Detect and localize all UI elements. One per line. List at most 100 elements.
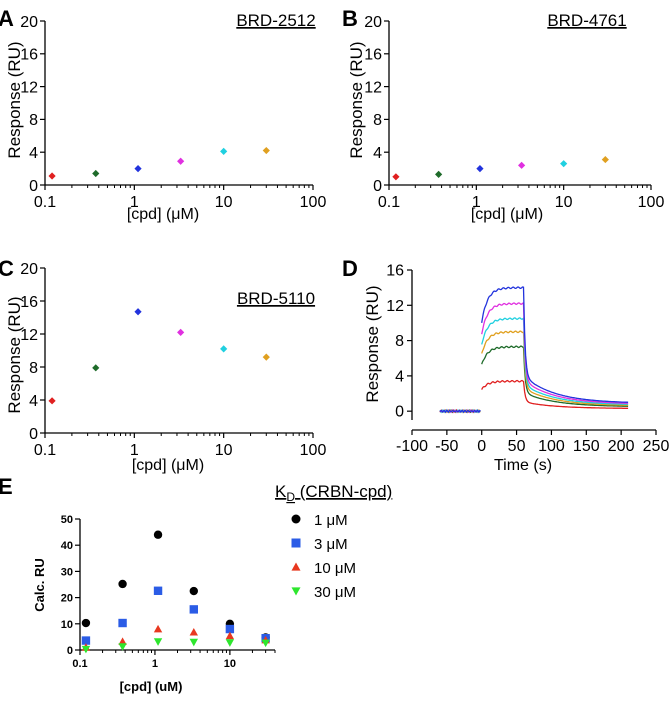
y-tick-label: 12 — [20, 79, 38, 96]
x-axis-label-b: [cpd] (μM) — [471, 206, 543, 223]
y-tick-label: 20 — [364, 14, 382, 31]
x-axis-label-e: [cpd] (uM) — [120, 679, 183, 694]
compound-label-c: BRD-5110 — [237, 289, 315, 308]
y-tick-label: 0 — [395, 404, 404, 421]
y-axis-label-e: Calc. RU — [32, 558, 47, 611]
x-tick-label: 1 — [130, 442, 139, 459]
y-tick-label: 40 — [61, 540, 73, 552]
y-tick-label: 16 — [20, 294, 38, 311]
data-point — [81, 636, 91, 645]
legend-e: 1 μM 3 μM 10 μM 30 μM — [291, 512, 356, 601]
data-point — [134, 165, 142, 173]
data-point — [435, 170, 443, 178]
data-point — [153, 530, 163, 539]
data-point — [262, 353, 270, 361]
legend-title-main: K — [275, 482, 287, 501]
x-tick-label: 150 — [573, 438, 600, 455]
y-tick-label: 8 — [395, 333, 404, 350]
x-axis-label-d: Time (s) — [494, 457, 552, 474]
y-axis-label-b: Response (RU) — [347, 41, 366, 158]
x-tick-label: 0.1 — [72, 658, 87, 670]
data-point — [48, 397, 56, 405]
legend-title-rest: (CRBN-cpd) — [295, 482, 392, 501]
y-tick-label: 0 — [29, 178, 38, 195]
data-point — [118, 579, 127, 589]
y-tick-label: 16 — [364, 47, 382, 64]
sensorgram-line — [439, 286, 629, 414]
y-axis-label-a: Response (RU) — [5, 41, 24, 158]
x-tick-label: 1 — [152, 658, 158, 670]
y-tick-label: 12 — [386, 298, 404, 315]
y-tick-label: 4 — [395, 368, 404, 385]
x-tick-label: 100 — [638, 194, 665, 211]
panel-letter-d: D — [342, 256, 358, 281]
x-tick-label: 10 — [215, 442, 233, 459]
plot-c: 0 4 8 12 16 20 0.1 1 10 100 — [20, 261, 326, 459]
panel-letter-e: E — [0, 474, 13, 499]
x-tick-label: -50 — [435, 438, 458, 455]
x-tick-label: 10 — [215, 194, 233, 211]
x-tick-label: 100 — [538, 438, 565, 455]
y-tick-label: 8 — [373, 112, 382, 129]
y-tick-label: 0 — [67, 645, 73, 657]
x-tick-label: 0.1 — [34, 442, 56, 459]
legend-marker — [291, 538, 301, 548]
x-tick-label: 1 — [472, 194, 481, 211]
x-tick-label: 100 — [300, 442, 327, 459]
data-point — [189, 627, 198, 636]
data-point — [601, 155, 609, 164]
sensorgram-line — [439, 316, 629, 414]
panel-b: B BRD-4761 0 4 8 12 16 20 0.1 1 10 100 [cpd] (μM)… — [342, 6, 664, 223]
data-point — [261, 639, 270, 648]
data-point — [92, 364, 100, 372]
data-point — [153, 624, 163, 633]
x-tick-label: -100 — [396, 438, 428, 455]
y-tick-label: 10 — [61, 619, 73, 631]
y-tick-label: 20 — [20, 14, 38, 31]
y-tick-label: 50 — [61, 514, 73, 526]
y-tick-label: 4 — [373, 145, 382, 162]
data-point — [81, 618, 91, 628]
sensorgram-line — [439, 301, 629, 414]
data-point — [262, 146, 270, 155]
data-point — [153, 586, 163, 595]
y-axis-label-d: Response (RU) — [363, 285, 382, 402]
data-point — [189, 638, 198, 647]
y-tick-label: 20 — [61, 593, 73, 605]
panel-d: D 0 4 8 12 16 -100 -50 0 50 100 150 200 250 Time (s)… — [342, 256, 669, 474]
y-tick-label: 0 — [29, 426, 38, 443]
panel-letter-c: C — [0, 256, 14, 281]
x-tick-label: 1 — [130, 194, 139, 211]
x-tick-label: 10 — [555, 194, 573, 211]
x-tick-label: 0 — [477, 438, 486, 455]
data-point — [220, 345, 228, 353]
data-point — [177, 328, 185, 336]
x-tick-label: 0.1 — [34, 194, 56, 211]
y-tick-label: 30 — [61, 566, 73, 578]
data-point — [81, 645, 91, 654]
data-point — [153, 638, 163, 646]
data-point — [392, 173, 400, 181]
x-tick-label: 0.1 — [378, 194, 400, 211]
plot-e: 0 10 20 30 40 50 0.1 1 10 — [61, 514, 276, 670]
data-point — [92, 169, 100, 178]
legend-label: 10 μM — [314, 560, 356, 577]
y-axis-label-c: Response (RU) — [5, 296, 24, 413]
legend-label: 1 μM — [314, 512, 348, 529]
y-tick-label: 4 — [29, 145, 38, 162]
y-tick-label: 16 — [386, 263, 404, 280]
legend-marker — [291, 514, 301, 524]
panel-c: C BRD-5110 0 4 8 12 16 20 0.1 1 10 100 [cpd] (μM)… — [0, 256, 326, 474]
x-tick-label: 100 — [300, 194, 327, 211]
data-point — [225, 639, 235, 647]
plot-d: 0 4 8 12 16 -100 -50 0 50 100 150 200 250 — [386, 263, 669, 456]
data-point — [189, 605, 198, 614]
y-tick-label: 16 — [20, 47, 38, 64]
y-tick-label: 8 — [29, 112, 38, 129]
data-point — [134, 308, 142, 316]
x-tick-label: 10 — [224, 658, 236, 670]
panel-letter-a: A — [0, 6, 14, 31]
data-point — [225, 631, 235, 640]
